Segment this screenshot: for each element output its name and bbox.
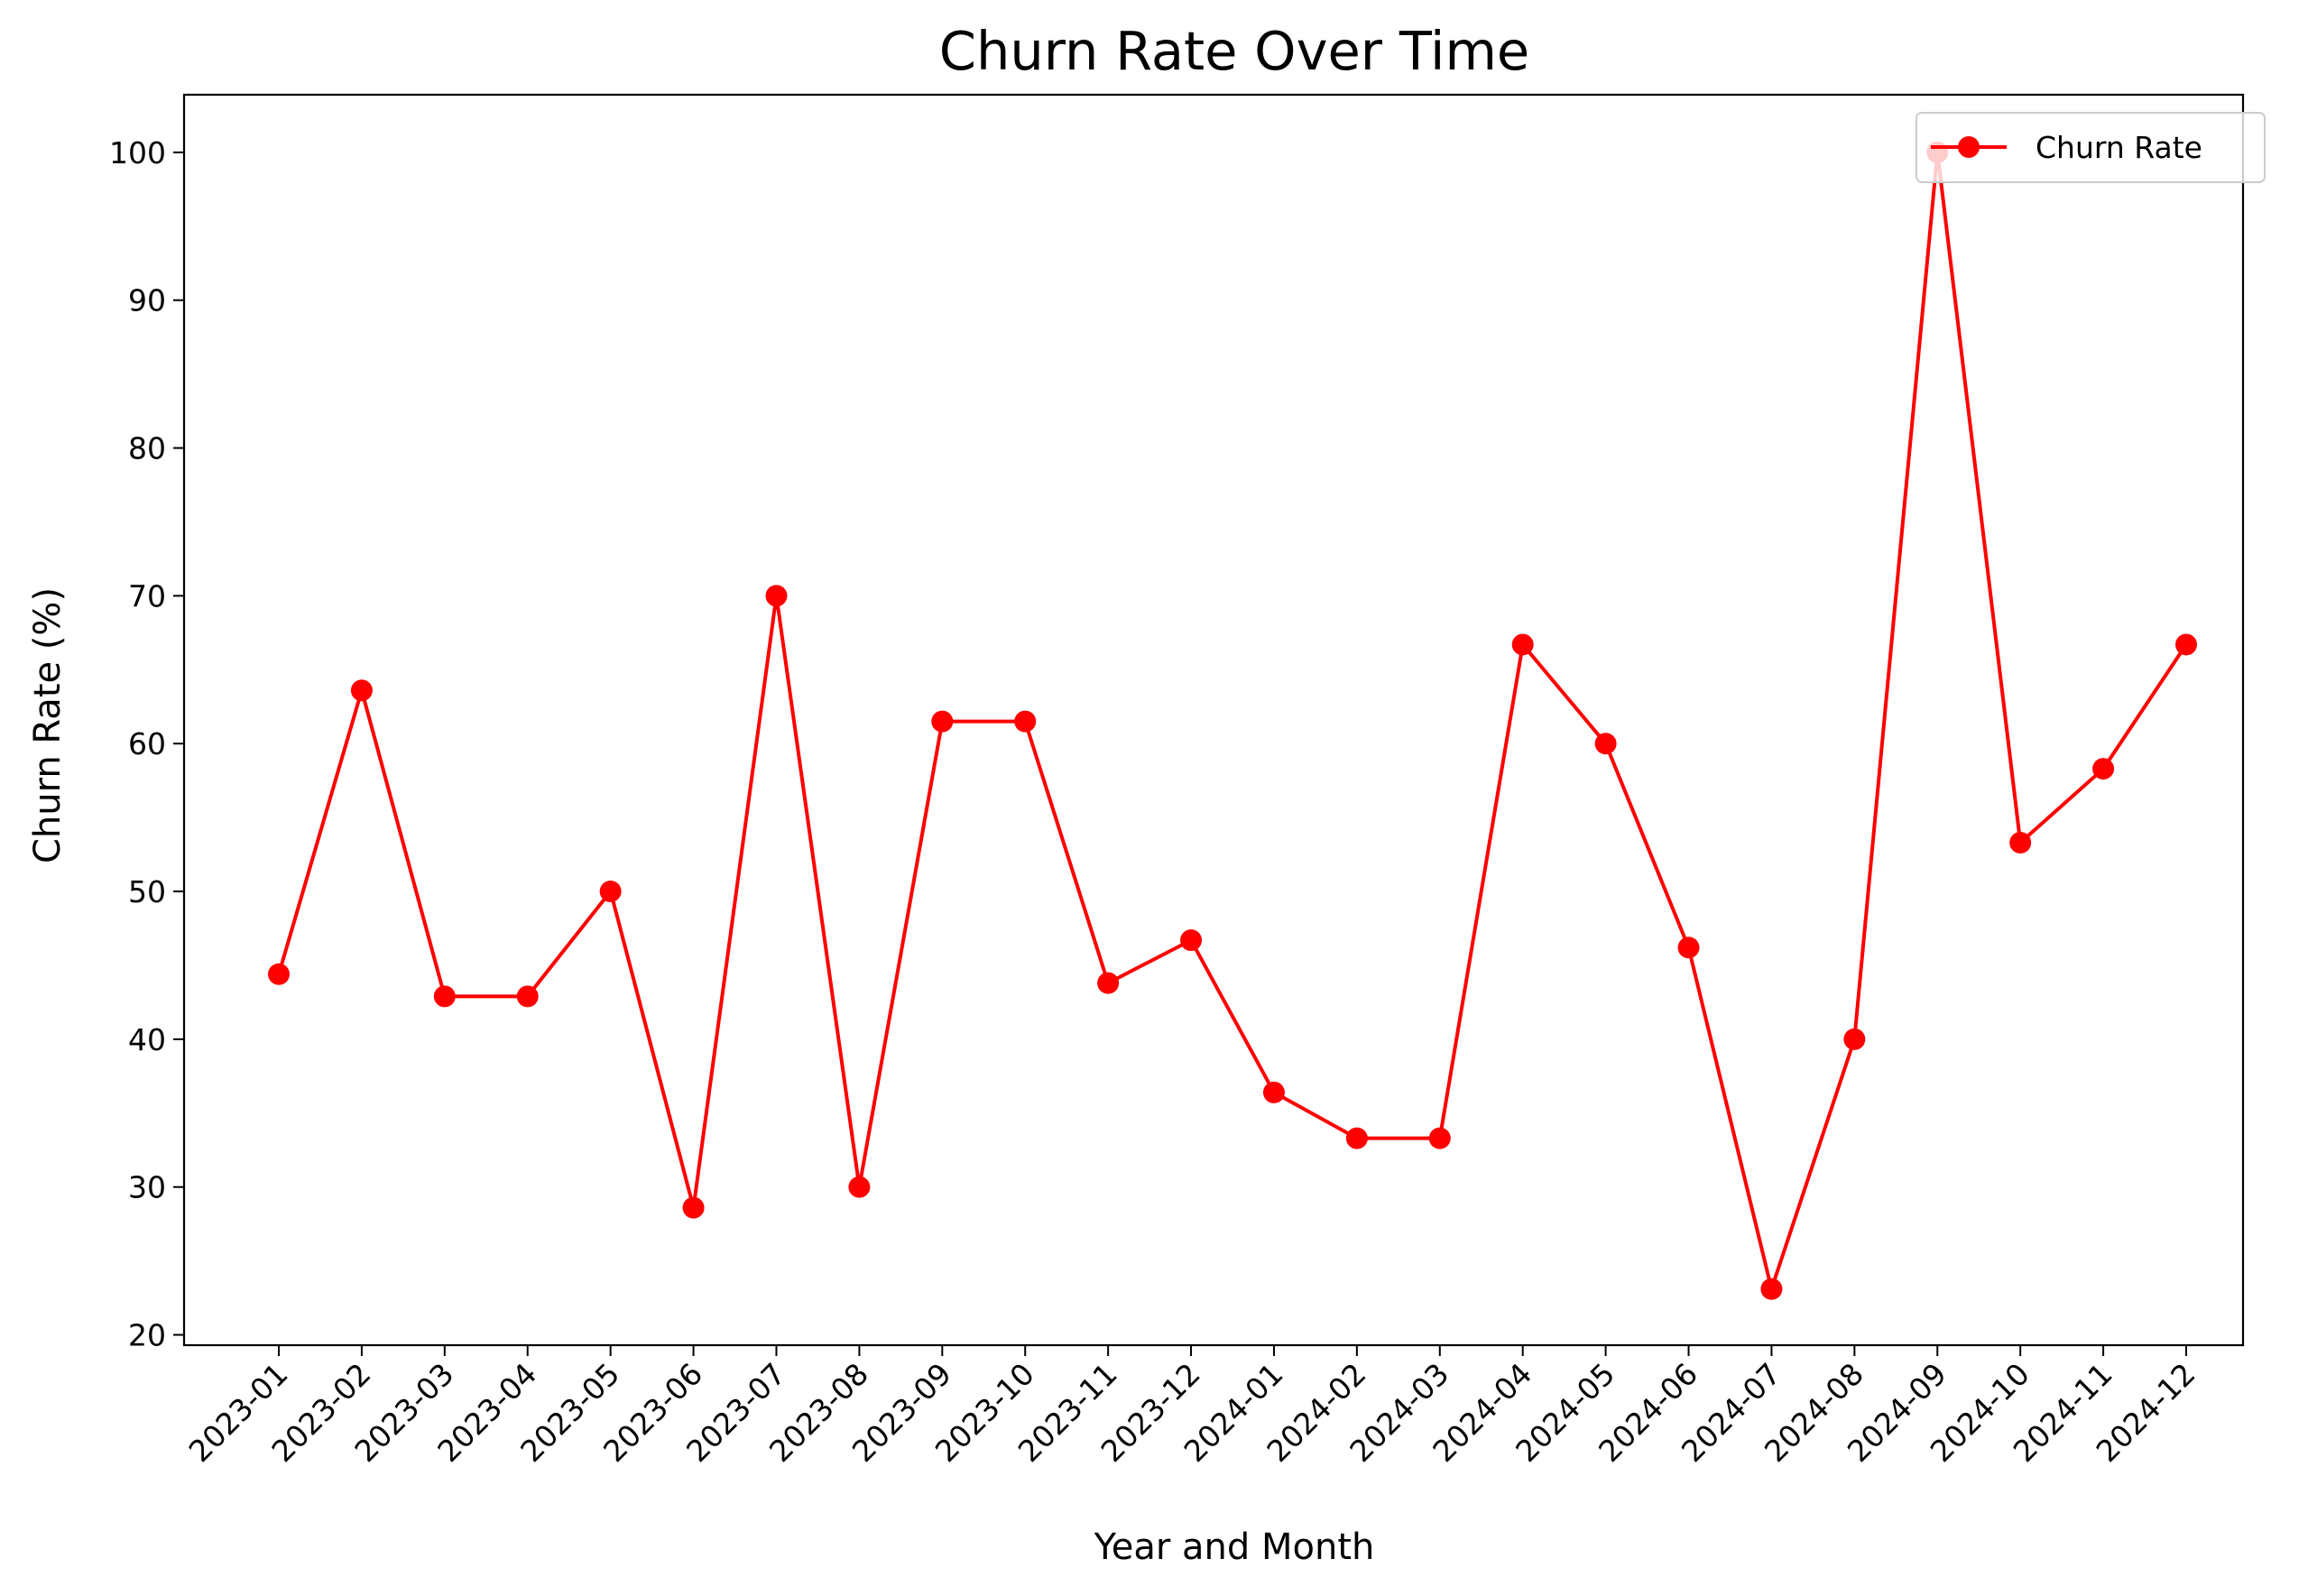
legend-marker — [1958, 136, 1980, 158]
data-point — [1180, 929, 1203, 952]
data-point — [433, 985, 456, 1008]
data-point — [2009, 831, 2032, 853]
y-tick-label: 90 — [128, 283, 166, 318]
y-tick-label: 60 — [128, 726, 166, 761]
data-point — [1760, 1278, 1783, 1300]
chart-title: Churn Rate Over Time — [939, 20, 1529, 82]
data-point — [848, 1176, 871, 1198]
plot-frame — [182, 93, 2245, 1347]
y-axis-label: Churn Rate (%) — [27, 587, 69, 863]
data-point — [931, 710, 954, 733]
data-point — [1843, 1028, 1866, 1050]
data-point — [1677, 936, 1700, 959]
data-point — [1014, 710, 1037, 733]
data-point — [2175, 633, 2197, 656]
data-point — [599, 881, 622, 903]
y-tick-label: 50 — [128, 874, 166, 909]
y-tick-label: 70 — [128, 578, 166, 613]
data-point — [350, 679, 373, 702]
legend: Churn Rate — [1916, 112, 2266, 183]
y-tick-label: 20 — [128, 1318, 166, 1353]
y-tick-label: 30 — [128, 1170, 166, 1205]
data-point — [268, 963, 290, 985]
y-tick-label: 100 — [109, 135, 166, 171]
x-axis-label: Year and Month — [1094, 1527, 1375, 1568]
data-point — [1511, 633, 1534, 656]
series-line — [277, 150, 2188, 1291]
data-point — [682, 1196, 705, 1219]
data-point — [1594, 733, 1617, 755]
data-point — [516, 985, 539, 1008]
legend-label: Churn Rate — [2036, 130, 2202, 165]
data-point — [1097, 972, 1120, 994]
data-point — [1345, 1127, 1368, 1149]
y-tick-label: 40 — [128, 1022, 166, 1057]
data-point — [1428, 1127, 1451, 1149]
data-point — [765, 585, 788, 607]
y-tick-label: 80 — [128, 431, 166, 466]
data-point — [2092, 758, 2115, 780]
data-point — [1262, 1081, 1285, 1103]
legend-box — [1916, 112, 2266, 183]
